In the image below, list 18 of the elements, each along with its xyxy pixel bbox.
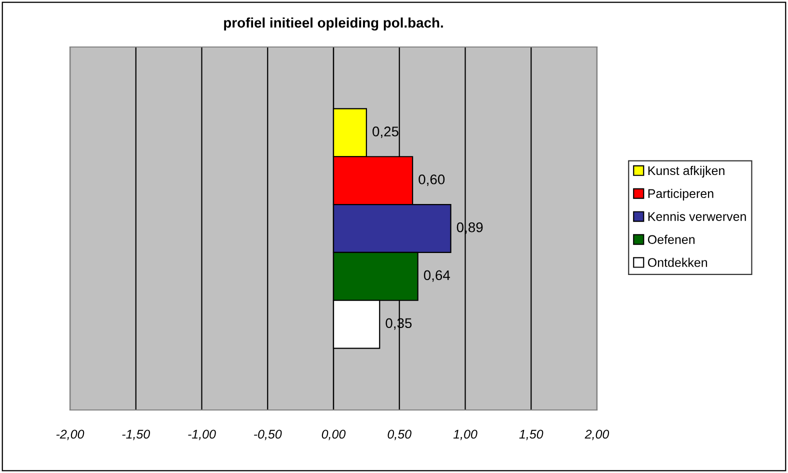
legend-label: Oefenen — [648, 234, 695, 244]
legend-label: Kunst afkijken — [648, 166, 724, 178]
data-label: 0,64 — [424, 270, 450, 282]
chart-title: profiel initieel opleiding pol.bach. — [224, 17, 443, 30]
x-tick-label: 2,00 — [584, 430, 610, 440]
data-label: 0,25 — [372, 126, 398, 138]
data-label: 0,60 — [418, 174, 445, 186]
x-tick-label: -1,50 — [122, 430, 150, 440]
x-tick-label: 1,50 — [519, 430, 544, 440]
x-tick-label: -2,00 — [56, 430, 84, 440]
x-tick-label: 0,00 — [322, 430, 346, 440]
legend-label: Kennis verwerven — [648, 212, 746, 221]
x-tick-label: 1,00 — [453, 430, 478, 440]
x-tick-label: -0,50 — [254, 430, 282, 440]
legend-label: Participeren — [648, 188, 714, 200]
x-tick-label: -1,00 — [188, 430, 216, 440]
x-tick-label: 0,50 — [388, 430, 412, 440]
legend-label: Ontdekken — [648, 258, 708, 267]
